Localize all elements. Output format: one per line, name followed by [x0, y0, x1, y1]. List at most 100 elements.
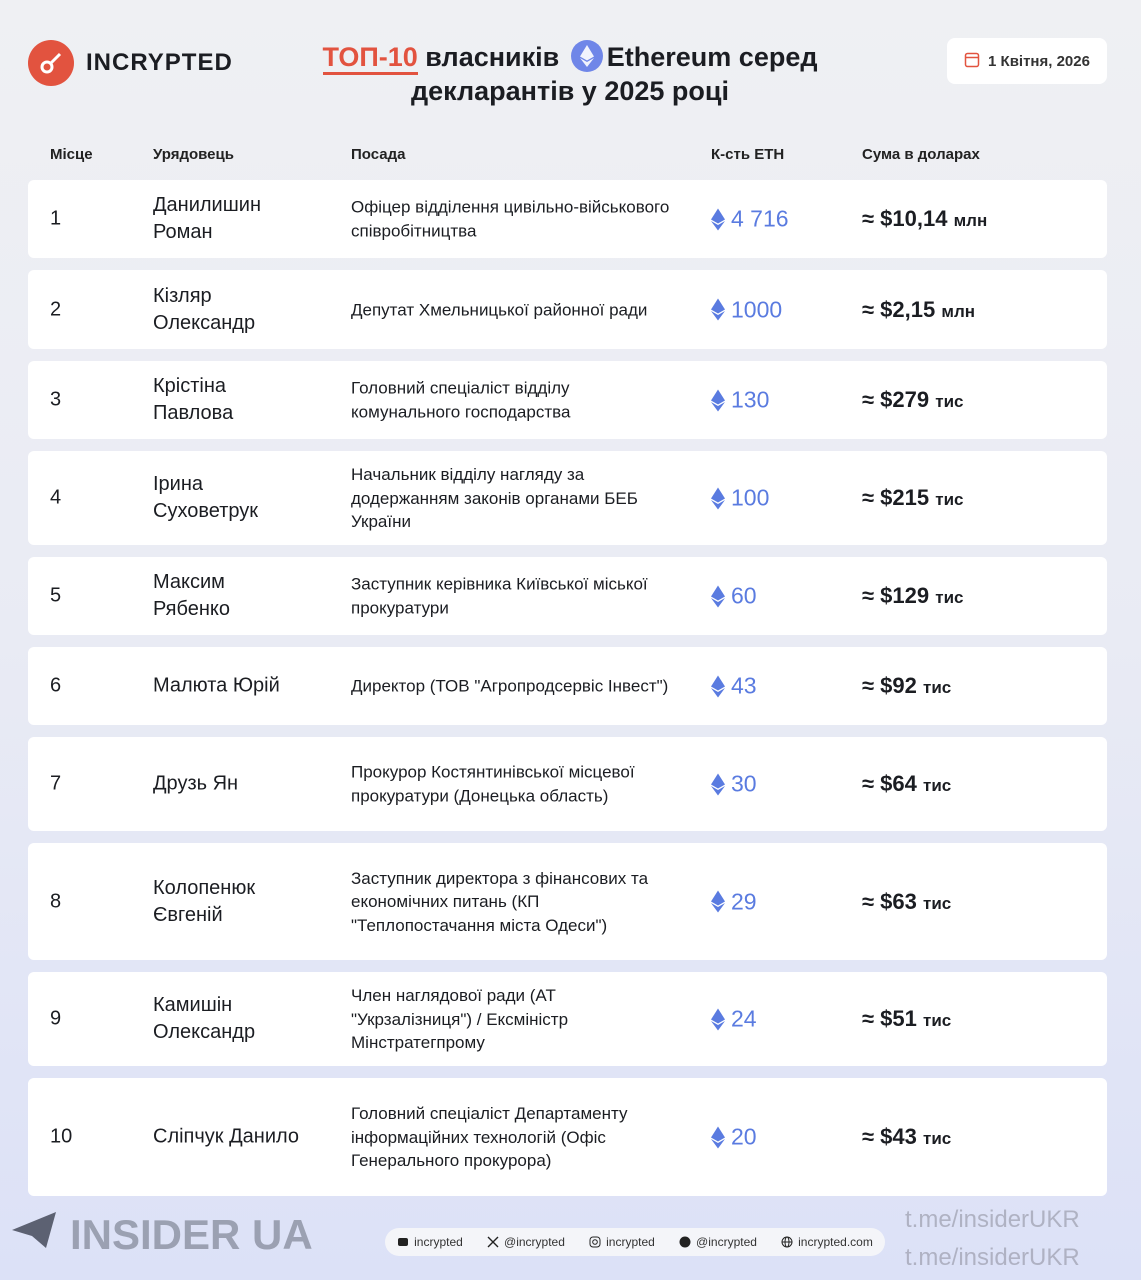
watermark-handle: t.me/insiderUKR: [905, 1244, 1080, 1271]
column-header: Посада: [351, 146, 406, 163]
eth-value: 4 716: [731, 205, 789, 232]
name-text: Малюта Юрій: [153, 674, 280, 697]
table-row: 7 Друзь Ян Прокурор Костянтинівської міс…: [28, 737, 1107, 831]
position: Директор (ТОВ "Агропродсервіс Інвест"): [351, 676, 669, 696]
eth-value: 100: [731, 484, 770, 511]
usd-sum: ≈ $2,15 млн: [862, 297, 975, 323]
date-badge: 1 Квітня, 2026: [947, 38, 1107, 84]
social-label: @incrypted: [696, 1235, 757, 1249]
position: Член наглядової ради (АТ "Укрзалізниця")…: [351, 985, 569, 1052]
eth-value: 29: [731, 888, 757, 914]
usd-sum: ≈ $10,14 млн: [862, 206, 987, 232]
position: Головний спеціаліст Департаменту інформа…: [351, 1103, 628, 1170]
official-name: Друзь Ян: [153, 771, 303, 798]
ethereum-icon: [711, 487, 725, 509]
official-name: Максим Рябенко: [153, 569, 303, 623]
eth-value: 24: [731, 1005, 757, 1032]
ethereum-icon: [711, 389, 725, 411]
name-text: Крістіна Павлова: [153, 375, 234, 424]
position: Начальник відділу нагляду за додержанням…: [351, 464, 638, 531]
usd-sum: ≈ $43 тис: [862, 1124, 951, 1150]
usd-sum: ≈ $64 тис: [862, 771, 951, 797]
ethereum-icon: [711, 1008, 725, 1030]
watermark-handle: t.me/insiderUKR: [905, 1206, 1080, 1233]
usd-sum: ≈ $63 тис: [862, 889, 951, 915]
telegram-icon: [679, 1236, 691, 1248]
sum-unit: тис: [923, 776, 952, 795]
brand-name: INCRYPTED: [86, 49, 233, 76]
place: 2: [50, 298, 62, 320]
sum-value: ≈ $64: [862, 771, 917, 796]
eth-amount: 30: [711, 771, 757, 798]
social-label: @incrypted: [504, 1235, 565, 1249]
sum-value: ≈ $51: [862, 1006, 917, 1031]
sum-unit: млн: [953, 211, 988, 230]
position: Офіцер відділення цивільно-військового с…: [351, 197, 670, 241]
name-text: Ірина Суховетрук: [153, 473, 259, 522]
name-text: Друзь Ян: [153, 772, 239, 795]
sum-value: ≈ $63: [862, 888, 917, 914]
eth-amount: 20: [711, 1124, 757, 1151]
youtube-icon: [398, 1238, 409, 1246]
globe-icon: [781, 1236, 793, 1248]
place: 4: [50, 486, 62, 509]
place: 9: [50, 1007, 62, 1030]
column-header: К-сть ETH: [711, 146, 785, 163]
title-text: Ethereum серед: [606, 42, 818, 72]
ethereum-icon: [711, 298, 725, 321]
usd-sum: ≈ $92 тис: [862, 673, 951, 699]
calendar-icon: [964, 51, 980, 72]
social-label: incrypted.com: [798, 1235, 873, 1249]
table-row: 1 Данилишин Роман Офіцер відділення циві…: [28, 180, 1107, 258]
table-row: 10 Сліпчук Данило Головний спеціаліст Де…: [28, 1078, 1107, 1196]
official-name: Малюта Юрій: [153, 673, 303, 700]
place: 10: [50, 1125, 73, 1148]
social-label: incrypted: [414, 1235, 463, 1249]
sum-unit: тис: [935, 490, 964, 509]
table-body: 1 Данилишин Роман Офіцер відділення циві…: [28, 180, 1107, 1196]
social-link[interactable]: @incrypted: [487, 1235, 565, 1249]
ethereum-icon: [711, 585, 725, 607]
telegram-icon: [10, 1210, 58, 1260]
sum-unit: тис: [923, 1129, 952, 1148]
column-header: Сума в доларах: [862, 146, 980, 163]
name-text: Данилишин Роман: [153, 194, 261, 243]
sum-value: ≈ $10,14: [862, 206, 948, 231]
place: 5: [50, 584, 62, 607]
place: 7: [50, 772, 62, 795]
date-text: 1 Квітня, 2026: [988, 52, 1090, 70]
eth-value: 20: [731, 1123, 757, 1150]
place: 3: [50, 388, 62, 411]
social-link[interactable]: incrypted: [397, 1235, 463, 1249]
ethereum-icon: [570, 40, 603, 72]
name-text: Камишін Олександр: [153, 994, 256, 1043]
usd-sum: ≈ $51 тис: [862, 1006, 951, 1032]
table-row: 6 Малюта Юрій Директор (ТОВ "Агропродсер…: [28, 647, 1107, 725]
social-link[interactable]: incrypted.com: [781, 1235, 873, 1249]
ethereum-icon: [711, 773, 725, 795]
ethereum-icon: [711, 208, 725, 230]
sum-value: ≈ $279: [862, 387, 930, 412]
eth-amount: 100: [711, 485, 769, 512]
usd-sum: ≈ $129 тис: [862, 583, 964, 609]
eth-value: 1000: [731, 296, 783, 322]
position: Заступник директора з фінансових та екон…: [351, 868, 649, 935]
eth-amount: 29: [711, 888, 757, 915]
usd-sum: ≈ $279 тис: [862, 387, 964, 413]
title-accent: ТОП-10: [322, 42, 418, 75]
column-header: Місце: [50, 146, 93, 163]
sum-value: ≈ $129: [862, 583, 930, 608]
position: Головний спеціаліст відділу комунального…: [351, 378, 571, 422]
sum-unit: тис: [923, 678, 952, 697]
official-name: Данилишин Роман: [153, 192, 303, 246]
official-name: Сліпчук Данило: [153, 1124, 303, 1151]
social-links: incrypted @incrypted incrypted @incrypted in…: [385, 1228, 885, 1256]
watermark: INSIDER UA: [10, 1210, 313, 1260]
social-link[interactable]: incrypted: [589, 1235, 655, 1249]
social-link[interactable]: @incrypted: [679, 1235, 757, 1249]
official-name: Ірина Суховетрук: [153, 471, 303, 525]
sum-value: ≈ $215: [862, 485, 930, 510]
ethereum-icon: [711, 675, 725, 697]
position: Прокурор Костянтинівської місцевої проку…: [351, 762, 635, 806]
name-text: Колопенюк Євгеній: [153, 876, 256, 926]
